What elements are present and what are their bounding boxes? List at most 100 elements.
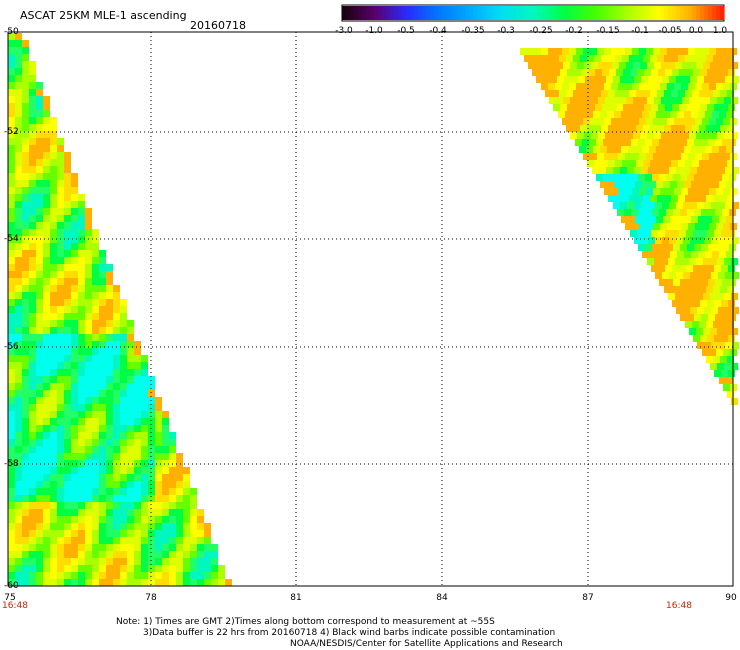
swath-cell — [676, 237, 683, 244]
swath-cell — [64, 530, 71, 537]
swath-cell — [127, 355, 134, 362]
swath-cell — [562, 48, 569, 55]
swath-cell — [706, 160, 713, 167]
swath-cell — [15, 103, 22, 110]
swath-cell — [663, 216, 670, 223]
swath-cell — [43, 257, 50, 264]
swath-cell — [22, 257, 29, 264]
swath-cell — [71, 446, 78, 453]
swath-cell — [36, 488, 43, 495]
swath-cell — [699, 321, 706, 328]
swath-cell — [8, 68, 15, 75]
swath-cell — [36, 383, 43, 390]
swath-cell — [555, 83, 562, 90]
swath-cell — [681, 188, 688, 195]
swath-cell — [36, 278, 43, 285]
swath-cell — [573, 90, 580, 97]
swath-cell — [8, 397, 15, 404]
swath-cell — [99, 355, 106, 362]
swath-cell — [92, 334, 99, 341]
swath-cell — [661, 132, 668, 139]
swath-cell — [78, 460, 85, 467]
swath-cell — [99, 516, 106, 523]
swath-cell — [204, 565, 211, 572]
swath-cell — [671, 160, 678, 167]
swath-cell — [698, 111, 705, 118]
y-tick-label: -58 — [4, 459, 19, 469]
swath-cell — [22, 40, 29, 47]
swath-cell — [677, 181, 684, 188]
colorbar-cell — [684, 6, 689, 20]
swath-cell — [50, 173, 57, 180]
swath-cell — [92, 348, 99, 355]
swath-cell — [564, 76, 571, 83]
swath-cell — [22, 411, 29, 418]
swath-cell — [22, 159, 29, 166]
swath-cell — [709, 153, 716, 160]
swath-cell — [92, 565, 99, 572]
swath-cell — [169, 572, 176, 579]
swath-cell — [169, 481, 176, 488]
swath-cell — [8, 579, 15, 586]
swath-cell — [647, 258, 654, 265]
swath-cell — [106, 523, 113, 530]
swath-cell — [127, 334, 134, 341]
colorbar-cell — [477, 6, 482, 20]
swath-cell — [92, 250, 99, 257]
swath-cell — [731, 97, 738, 104]
swath-cell — [29, 516, 36, 523]
swath-cell — [640, 62, 647, 69]
swath-cell — [635, 111, 642, 118]
colorbar-cell — [349, 6, 355, 20]
swath-cell — [22, 502, 29, 509]
swath-cell — [85, 376, 92, 383]
swath-cell — [92, 453, 99, 460]
swath-cell — [92, 446, 99, 453]
swath-cell — [106, 474, 113, 481]
swath-cell — [643, 90, 650, 97]
swath-cell — [684, 146, 691, 153]
product-date: 20160718 — [190, 19, 246, 32]
swath-cell — [714, 230, 721, 237]
swath-cell — [8, 166, 15, 173]
swath-cell — [29, 551, 36, 558]
swath-cell — [148, 446, 155, 453]
swath-cell — [29, 278, 36, 285]
swath-cell — [36, 257, 43, 264]
swath-cell — [685, 321, 692, 328]
swath-cell — [22, 488, 29, 495]
swath-cell — [92, 306, 99, 313]
swath-cell — [78, 418, 85, 425]
swath-cell — [727, 195, 734, 202]
swath-cell — [15, 565, 22, 572]
swath-cell — [85, 271, 92, 278]
swath-cell — [64, 516, 71, 523]
swath-cell — [134, 397, 141, 404]
swath-cell — [176, 467, 183, 474]
swath-cell — [43, 579, 50, 586]
swath-cell — [78, 411, 85, 418]
swath-cell — [36, 166, 43, 173]
swath-cell — [36, 299, 43, 306]
swath-cell — [57, 348, 64, 355]
swath-cell — [693, 300, 700, 307]
swath-cell — [612, 132, 619, 139]
swath-cell — [43, 96, 50, 103]
swath-cell — [717, 97, 724, 104]
swath-cell — [71, 425, 78, 432]
swath-cell — [697, 342, 704, 349]
swath-cell — [204, 551, 211, 558]
swath-cell — [36, 376, 43, 383]
swath-cell — [667, 83, 674, 90]
swath-cell — [141, 558, 148, 565]
swath-cell — [15, 215, 22, 222]
swath-cell — [162, 432, 169, 439]
swath-cell — [29, 572, 36, 579]
swath-cell — [725, 167, 732, 174]
swath-cell — [642, 181, 649, 188]
swath-cell — [688, 223, 695, 230]
swath-cell — [597, 83, 604, 90]
swath-cell — [590, 48, 597, 55]
swath-cell — [92, 369, 99, 376]
swath-cell — [113, 327, 120, 334]
